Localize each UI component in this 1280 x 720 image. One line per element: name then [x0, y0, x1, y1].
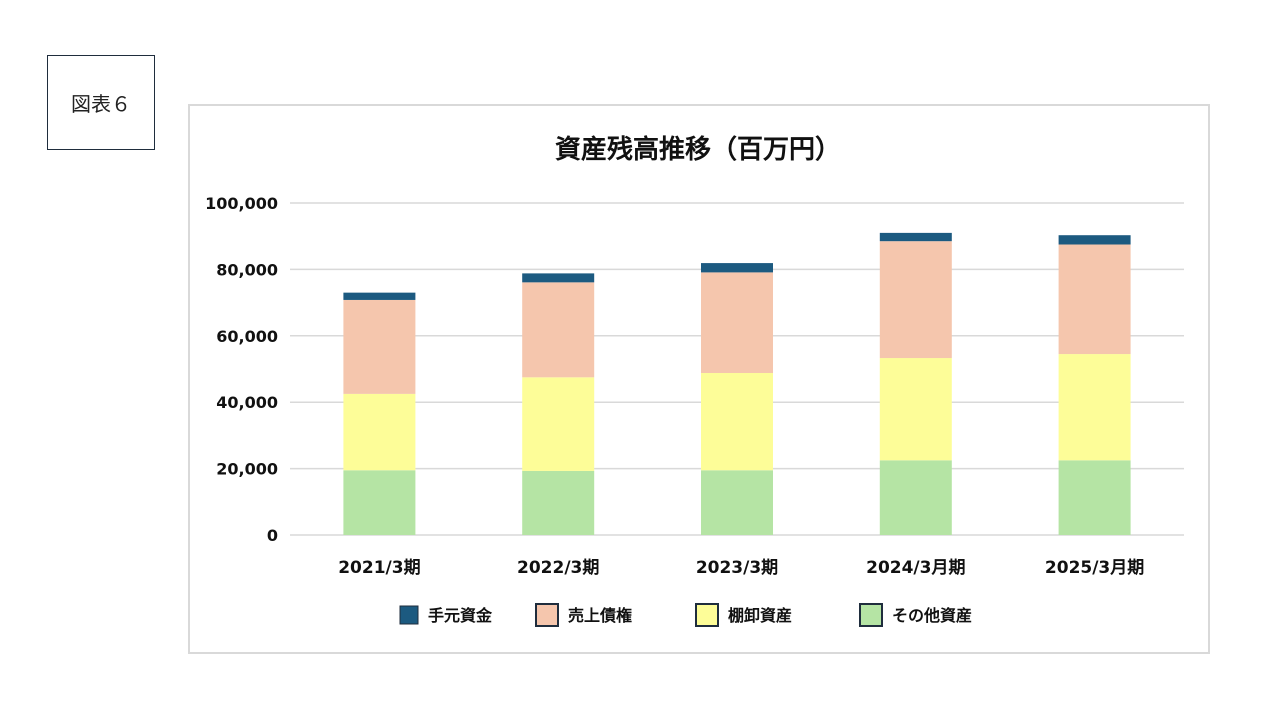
- legend-label: その他資産: [892, 606, 972, 625]
- bar-segment: [1058, 460, 1131, 535]
- bar-segment: [522, 282, 595, 378]
- y-tick-label: 80,000: [216, 260, 278, 279]
- bar-segment: [343, 299, 416, 394]
- bar-segment: [522, 273, 595, 283]
- x-tick-label: 2021/3期: [338, 558, 420, 578]
- bar-segment: [343, 470, 416, 535]
- bar-segment: [343, 393, 416, 471]
- bar-segment: [701, 372, 773, 471]
- bar-segment: [701, 272, 773, 373]
- bar-segment: [879, 241, 952, 359]
- bar-segment: [1058, 244, 1131, 355]
- bar-segment: [343, 292, 416, 300]
- bar-segment: [879, 358, 952, 461]
- figure-label: 図表６: [47, 55, 155, 150]
- y-tick-label: 40,000: [216, 393, 278, 412]
- legend-label: 売上債権: [568, 606, 632, 625]
- bar-segment: [701, 470, 773, 535]
- legend: 手元資金 売上債権 棚卸資産 その他資産: [399, 603, 972, 627]
- y-tick-label: 0: [267, 526, 278, 545]
- y-axis: 0 20,000 40,000 60,000 80,000 100,000: [205, 194, 278, 545]
- bar-segment: [522, 377, 595, 471]
- x-tick-label: 2025/3月期: [1045, 558, 1144, 578]
- legend-label: 手元資金: [428, 606, 493, 625]
- x-axis: 2021/3期 2022/3期 2023/3期 2024/3月期 2025/3月期: [338, 558, 1144, 578]
- bar-segment: [701, 263, 773, 273]
- legend-swatch: [859, 603, 883, 627]
- bar-segment: [879, 232, 952, 242]
- legend-swatch: [695, 603, 719, 627]
- y-tick-label: 20,000: [216, 460, 278, 479]
- bar-segment: [1058, 354, 1131, 461]
- x-tick-label: 2024/3月期: [866, 558, 965, 578]
- bar-segment: [522, 470, 595, 535]
- bar-segment: [1058, 235, 1131, 245]
- bar-segment: [879, 460, 952, 535]
- legend-swatch: [535, 603, 559, 627]
- y-tick-label: 100,000: [205, 194, 278, 213]
- legend-label: 棚卸資産: [728, 606, 792, 625]
- bars: [343, 232, 1131, 535]
- chart-frame: 資産残高推移（百万円） 0 20,000 40,000 60,000 80,000 100…: [188, 104, 1210, 654]
- x-tick-label: 2023/3期: [696, 558, 778, 578]
- chart-title: 資産残高推移（百万円）: [555, 134, 841, 165]
- x-tick-label: 2022/3期: [517, 558, 599, 578]
- legend-swatch: [399, 605, 419, 625]
- y-tick-label: 60,000: [216, 327, 278, 346]
- stacked-bar-chart: 資産残高推移（百万円） 0 20,000 40,000 60,000 80,000 100…: [205, 134, 1184, 627]
